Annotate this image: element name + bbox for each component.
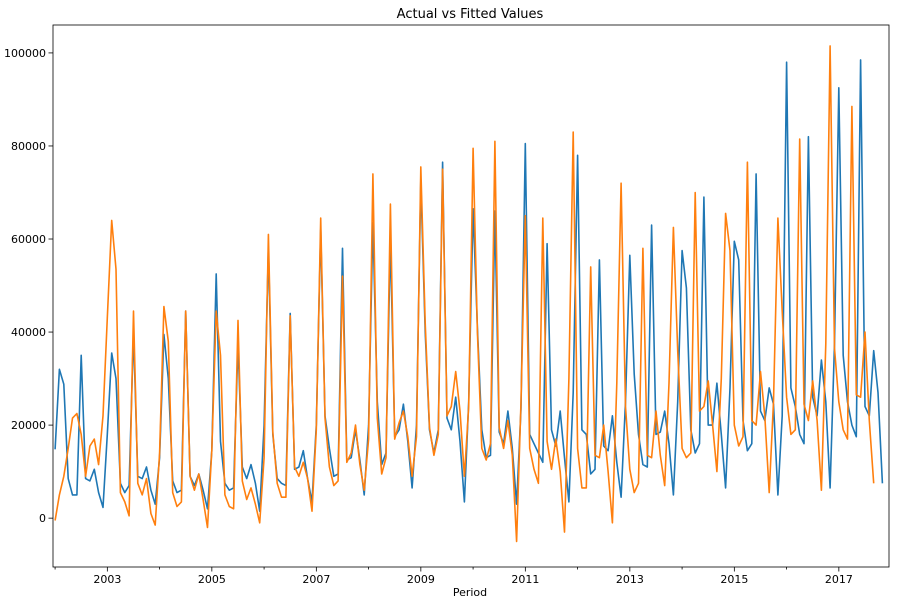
series-line-1 [54, 59, 884, 513]
chart-title: Actual vs Fitted Values [397, 7, 544, 22]
y-tick-label: 40000 [11, 326, 46, 339]
x-tick-label: 2003 [93, 573, 121, 586]
x-tick-label: 2013 [616, 573, 644, 586]
y-tick-label: 20000 [11, 419, 46, 432]
x-axis: 2003 2005 2007 2009 2011 2013 2015 2017 [54, 567, 853, 586]
series-layer [54, 45, 884, 543]
x-tick-label: 2007 [302, 573, 330, 586]
y-tick-label: 60000 [11, 233, 46, 246]
series-line-2 [54, 45, 875, 543]
plot-frame [52, 24, 890, 568]
x-tick-label: 2009 [407, 573, 435, 586]
x-tick-label: 2017 [825, 573, 853, 586]
x-tick-label: 2011 [511, 573, 539, 586]
y-tick-label: 0 [39, 512, 46, 525]
y-tick-label: 100000 [4, 47, 46, 60]
x-tick-label: 2005 [198, 573, 226, 586]
x-axis-label: Period [453, 586, 487, 599]
y-axis: 0 20000 40000 60000 80000 100000 [4, 47, 53, 525]
y-tick-label: 80000 [11, 140, 46, 153]
x-tick-label: 2015 [720, 573, 748, 586]
